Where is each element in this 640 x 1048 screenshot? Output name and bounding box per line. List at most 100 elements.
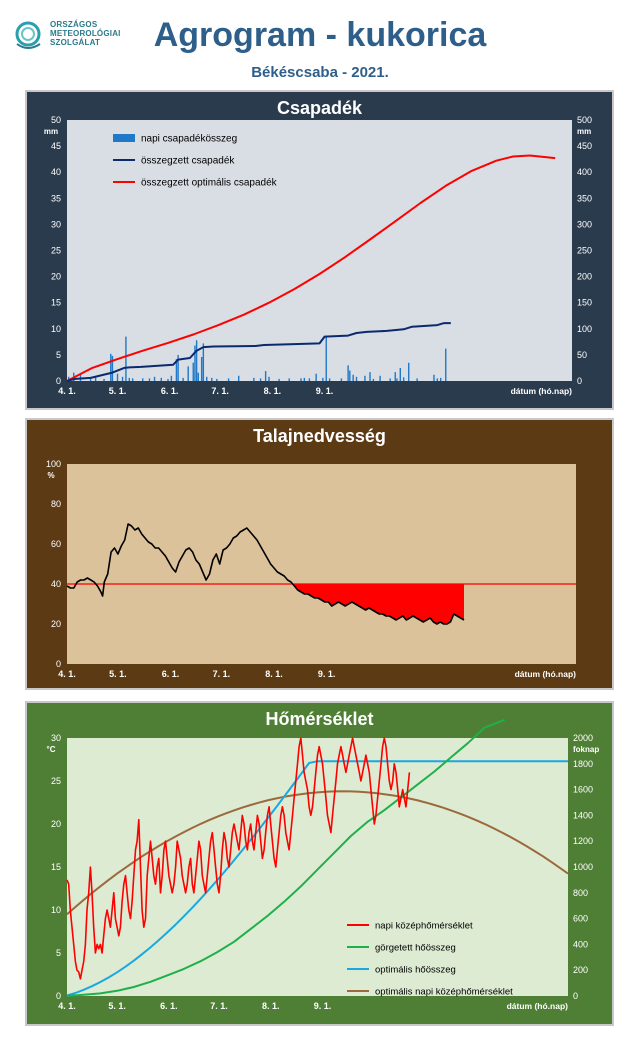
y-tick-label: 5	[56, 350, 61, 360]
logo-line-2: METEOROLÓGIAI	[50, 29, 121, 38]
page-title: Agrogram - kukorica	[153, 16, 487, 54]
precip-bar	[206, 376, 208, 381]
y-tick-label: 5	[56, 948, 61, 958]
y-tick-label: 60	[51, 539, 61, 549]
rolling-heat-sum-line	[66, 718, 505, 997]
legend-entry: összegzett csapadék	[141, 156, 235, 167]
precip-bar	[369, 372, 371, 381]
legend-entry: összegzett optimális csapadék	[141, 178, 278, 189]
y-tick-label: 100	[46, 459, 61, 469]
x-tick-label: 9. 1.	[316, 386, 334, 396]
precip-bar	[197, 372, 199, 381]
y2-tick-label: 0	[577, 376, 582, 386]
y-tick-label: 20	[51, 619, 61, 629]
precip-bar	[116, 373, 119, 381]
soil-title: Talajnedvesség	[253, 426, 386, 446]
precip-bar	[408, 362, 410, 381]
x-tick-label: 8. 1.	[264, 386, 282, 396]
precip-bar	[89, 378, 92, 381]
precip-bar	[322, 377, 324, 381]
x-axis-label: dátum (hó.nap)	[511, 386, 573, 396]
y2-unit-label: mm	[577, 127, 591, 136]
y2-tick-label: 1400	[573, 810, 593, 820]
x-tick-label: 5. 1.	[108, 1001, 126, 1011]
precip-chart: 0 5 10 15 20 25 30 35 40 45 50 mm 0 50 100 150 200 250 300…	[25, 90, 614, 410]
y-unit-label: °C	[47, 745, 56, 754]
y-tick-label: 50	[51, 115, 61, 125]
precip-bar	[349, 370, 351, 381]
precip-bar	[328, 378, 331, 381]
y-tick-label: 10	[51, 324, 61, 334]
precip-bar	[315, 373, 317, 381]
optimal-cumulative-precip-line	[66, 154, 556, 382]
y2-tick-label: 150	[577, 298, 592, 308]
precip-bar	[300, 378, 302, 381]
precip-bar	[67, 376, 70, 381]
precip-panel: 0 5 10 15 20 25 30 35 40 45 50 mm 0 50 100 150 200 250 300…	[25, 90, 614, 410]
logo-text: ORSZÁGOS METEOROLÓGIAI SZOLGÁLAT	[50, 20, 121, 47]
plot-area	[67, 738, 568, 996]
x-tick-label: 7. 1.	[213, 669, 231, 679]
y-tick-label: 0	[56, 659, 61, 669]
y2-tick-label: 200	[577, 272, 592, 282]
x-tick-label: 8. 1.	[265, 669, 283, 679]
precip-bar	[325, 337, 327, 381]
temp-panel: 0 5 10 15 20 25 30 °C 0 200 400 600 800 1000 1200 1400 1…	[25, 701, 614, 1026]
x-tick-label: 4. 1.	[58, 386, 76, 396]
precip-bar	[347, 365, 349, 381]
y-unit-label: mm	[44, 127, 58, 136]
precip-bar	[211, 377, 213, 381]
precip-bar	[192, 362, 194, 381]
precip-bar	[202, 343, 205, 381]
logo-line-3: SZOLGÁLAT	[50, 38, 101, 47]
legend-swatch	[113, 134, 135, 142]
precip-bar	[379, 375, 381, 381]
precip-bar	[436, 378, 439, 381]
precip-bar	[111, 355, 114, 381]
y2-tick-label: 0	[573, 991, 578, 1001]
y2-tick-label: 1200	[573, 836, 593, 846]
precip-bar	[200, 356, 203, 381]
precip-bar	[227, 378, 230, 381]
x-axis-label: dátum (hó.nap)	[507, 1001, 569, 1011]
precip-bar	[352, 374, 354, 381]
precip-bar	[103, 378, 105, 381]
y2-unit-label: foknap	[573, 745, 599, 754]
y-tick-label: 40	[51, 167, 61, 177]
y-tick-label: 20	[51, 272, 61, 282]
plot-area	[67, 464, 576, 664]
precip-bar	[288, 378, 290, 381]
y2-tick-label: 2000	[573, 733, 593, 743]
soil-chart: 0 20 40 60 80 100% 4. 1. 5. 1. 6. 1. 7. 1. 8. 1. 9.…	[25, 418, 614, 690]
x-tick-label: 5. 1.	[109, 386, 127, 396]
logo-line-1: ORSZÁGOS	[50, 20, 98, 29]
x-tick-label: 6. 1.	[161, 386, 179, 396]
precip-bar	[278, 378, 280, 381]
precip-bar	[402, 377, 405, 381]
precip-title: Csapadék	[276, 98, 363, 118]
precip-bar	[110, 353, 112, 381]
y2-tick-label: 50	[577, 350, 587, 360]
optimal-temp-line	[66, 790, 569, 916]
precip-bar	[216, 378, 218, 381]
y-tick-label: 35	[51, 193, 61, 203]
y2-tick-label: 1800	[573, 759, 593, 769]
y-tick-label: 25	[51, 246, 61, 256]
y-tick-label: 0	[56, 376, 61, 386]
y2-tick-label: 1000	[573, 862, 593, 872]
x-tick-label: 4. 1.	[58, 1001, 76, 1011]
x-axis-label: dátum (hó.nap)	[515, 669, 577, 679]
legend-entry: napi középhőmérséklet	[375, 921, 473, 932]
logo: ORSZÁGOS METEOROLÓGIAI SZOLGÁLAT	[14, 18, 124, 58]
precip-bar	[303, 377, 306, 381]
temp-chart: 0 5 10 15 20 25 30 °C 0 200 400 600 800 1000 1200 1400 1…	[25, 701, 614, 1026]
y2-tick-label: 400	[573, 939, 588, 949]
y-tick-label: 40	[51, 579, 61, 589]
y-tick-label: 15	[51, 298, 61, 308]
y2-tick-label: 250	[577, 246, 592, 256]
x-tick-label: 8. 1.	[262, 1001, 280, 1011]
precip-bar	[340, 378, 343, 381]
precip-bar	[131, 378, 134, 381]
omsz-logo-icon	[15, 21, 41, 49]
precip-bar	[121, 376, 124, 381]
